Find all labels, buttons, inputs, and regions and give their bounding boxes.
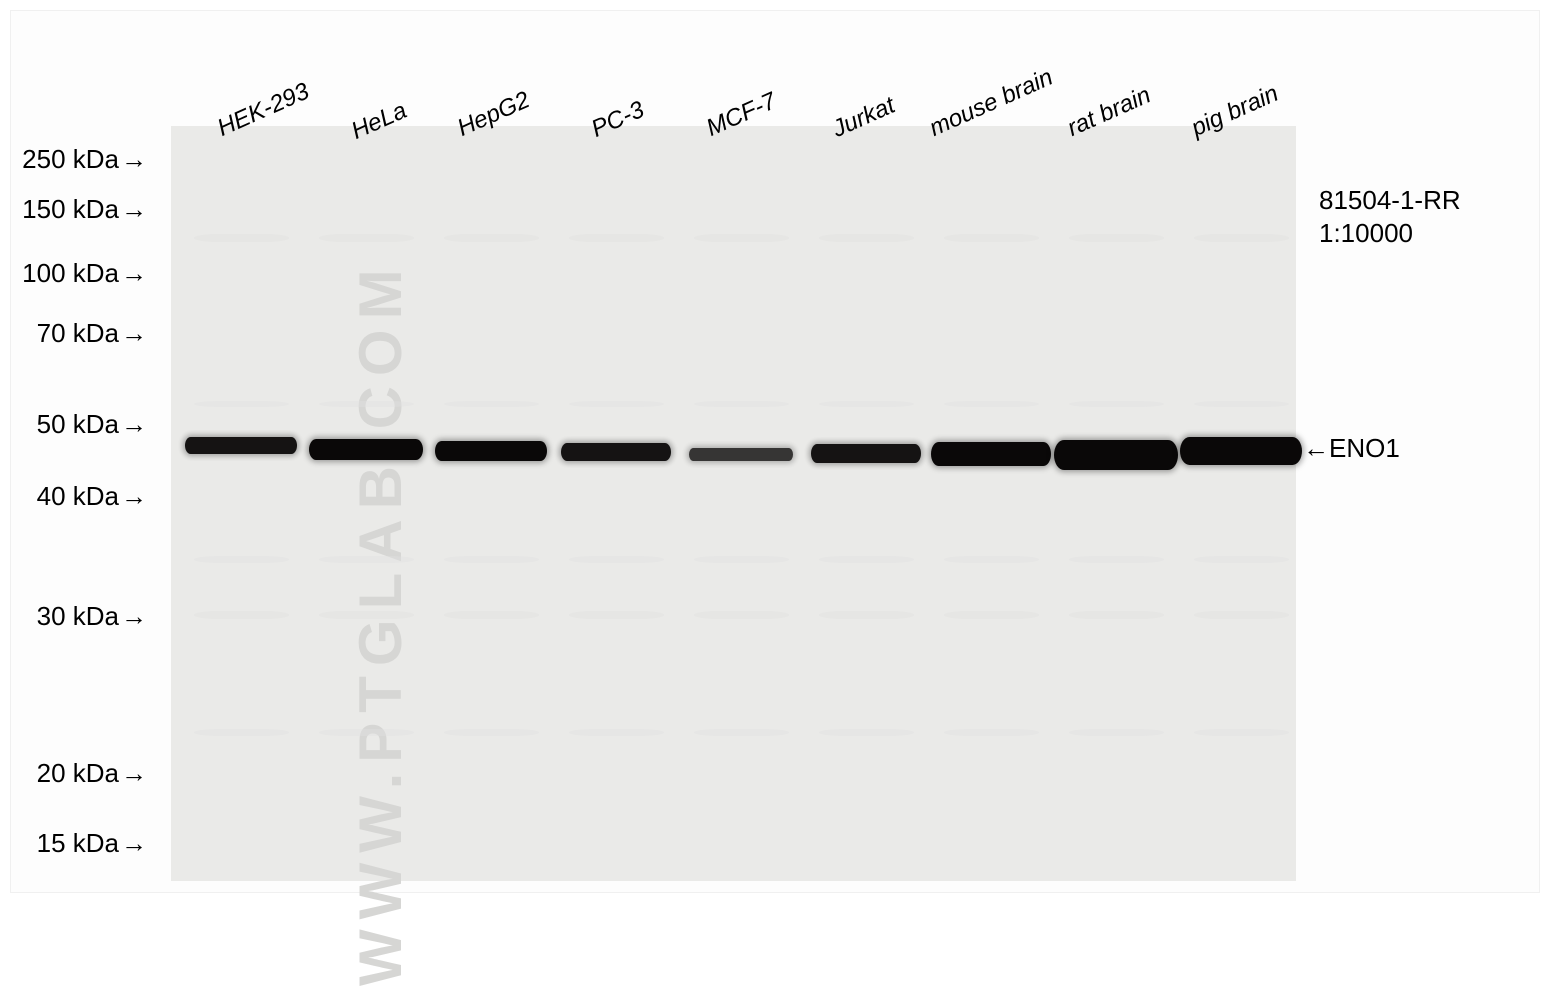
mw-value: 250 kDa bbox=[22, 144, 119, 174]
faint-band bbox=[1069, 556, 1164, 563]
faint-band bbox=[319, 611, 414, 619]
faint-band bbox=[944, 729, 1039, 736]
faint-band bbox=[819, 556, 914, 563]
arrow-right-icon: → bbox=[121, 258, 147, 289]
band-hek-293 bbox=[185, 437, 297, 454]
mw-value: 150 kDa bbox=[22, 194, 119, 224]
mw-marker-4: 50 kDa→ bbox=[37, 409, 147, 440]
faint-band bbox=[319, 234, 414, 242]
band-pig-brain bbox=[1180, 437, 1302, 465]
faint-band bbox=[444, 234, 539, 242]
watermark: WWW.PTGLAB.COM bbox=[346, 256, 415, 986]
faint-band bbox=[1194, 611, 1289, 619]
mw-marker-6: 30 kDa→ bbox=[37, 601, 147, 632]
blot-membrane: WWW.PTGLAB.COM bbox=[171, 126, 1296, 881]
faint-band bbox=[194, 556, 289, 563]
antibody-info: 81504-1-RR 1:10000 bbox=[1319, 184, 1461, 249]
faint-band bbox=[1069, 401, 1164, 407]
mw-marker-2: 100 kDa→ bbox=[22, 258, 147, 289]
faint-band bbox=[444, 401, 539, 407]
mw-value: 70 kDa bbox=[37, 318, 119, 348]
antibody-id: 81504-1-RR bbox=[1319, 184, 1461, 217]
faint-band bbox=[694, 729, 789, 736]
faint-band bbox=[569, 729, 664, 736]
faint-band bbox=[319, 729, 414, 736]
arrow-right-icon: → bbox=[121, 481, 147, 512]
faint-band bbox=[819, 234, 914, 242]
faint-band bbox=[194, 611, 289, 619]
faint-band bbox=[694, 611, 789, 619]
faint-band bbox=[569, 556, 664, 563]
mw-marker-7: 20 kDa→ bbox=[37, 758, 147, 789]
arrow-right-icon: → bbox=[121, 318, 147, 349]
band-jurkat bbox=[811, 444, 921, 463]
band-hepg2 bbox=[435, 441, 547, 461]
faint-band bbox=[944, 401, 1039, 407]
band-mouse-brain bbox=[931, 442, 1051, 466]
faint-band bbox=[819, 401, 914, 407]
faint-band bbox=[444, 611, 539, 619]
arrow-right-icon: → bbox=[121, 828, 147, 859]
arrow-right-icon: → bbox=[121, 601, 147, 632]
band-mcf-7 bbox=[689, 448, 793, 461]
faint-band bbox=[194, 729, 289, 736]
band-label: ENO1 bbox=[1329, 433, 1400, 463]
band-annotation: ←ENO1 bbox=[1303, 433, 1400, 464]
mw-marker-8: 15 kDa→ bbox=[37, 828, 147, 859]
faint-band bbox=[194, 234, 289, 242]
faint-band bbox=[819, 729, 914, 736]
faint-band bbox=[194, 401, 289, 407]
mw-value: 100 kDa bbox=[22, 258, 119, 288]
faint-band bbox=[319, 401, 414, 407]
faint-band bbox=[694, 556, 789, 563]
mw-marker-3: 70 kDa→ bbox=[37, 318, 147, 349]
faint-band bbox=[444, 729, 539, 736]
band-rat-brain bbox=[1054, 440, 1178, 470]
faint-band bbox=[694, 401, 789, 407]
faint-band bbox=[944, 234, 1039, 242]
mw-value: 15 kDa bbox=[37, 828, 119, 858]
arrow-right-icon: → bbox=[121, 758, 147, 789]
faint-band bbox=[694, 234, 789, 242]
faint-band bbox=[1194, 401, 1289, 407]
mw-value: 30 kDa bbox=[37, 601, 119, 631]
faint-band bbox=[1194, 729, 1289, 736]
faint-band bbox=[319, 556, 414, 563]
mw-marker-5: 40 kDa→ bbox=[37, 481, 147, 512]
faint-band bbox=[569, 401, 664, 407]
faint-band bbox=[1069, 611, 1164, 619]
faint-band bbox=[444, 556, 539, 563]
faint-band bbox=[819, 611, 914, 619]
blot-container: WWW.PTGLAB.COM HEK-293HeLaHepG2PC-3MCF-7… bbox=[10, 10, 1540, 893]
arrow-right-icon: → bbox=[121, 144, 147, 175]
faint-band bbox=[1194, 234, 1289, 242]
mw-value: 50 kDa bbox=[37, 409, 119, 439]
faint-band bbox=[1194, 556, 1289, 563]
faint-band bbox=[944, 611, 1039, 619]
arrow-right-icon: → bbox=[121, 409, 147, 440]
faint-band bbox=[1069, 234, 1164, 242]
mw-marker-0: 250 kDa→ bbox=[22, 144, 147, 175]
faint-band bbox=[1069, 729, 1164, 736]
faint-band bbox=[569, 611, 664, 619]
arrow-left-icon: ← bbox=[1303, 433, 1329, 463]
faint-band bbox=[569, 234, 664, 242]
mw-value: 20 kDa bbox=[37, 758, 119, 788]
band-hela bbox=[309, 439, 423, 460]
antibody-dilution: 1:10000 bbox=[1319, 217, 1461, 250]
band-pc-3 bbox=[561, 443, 671, 461]
faint-band bbox=[944, 556, 1039, 563]
mw-value: 40 kDa bbox=[37, 481, 119, 511]
arrow-right-icon: → bbox=[121, 194, 147, 225]
mw-marker-1: 150 kDa→ bbox=[22, 194, 147, 225]
